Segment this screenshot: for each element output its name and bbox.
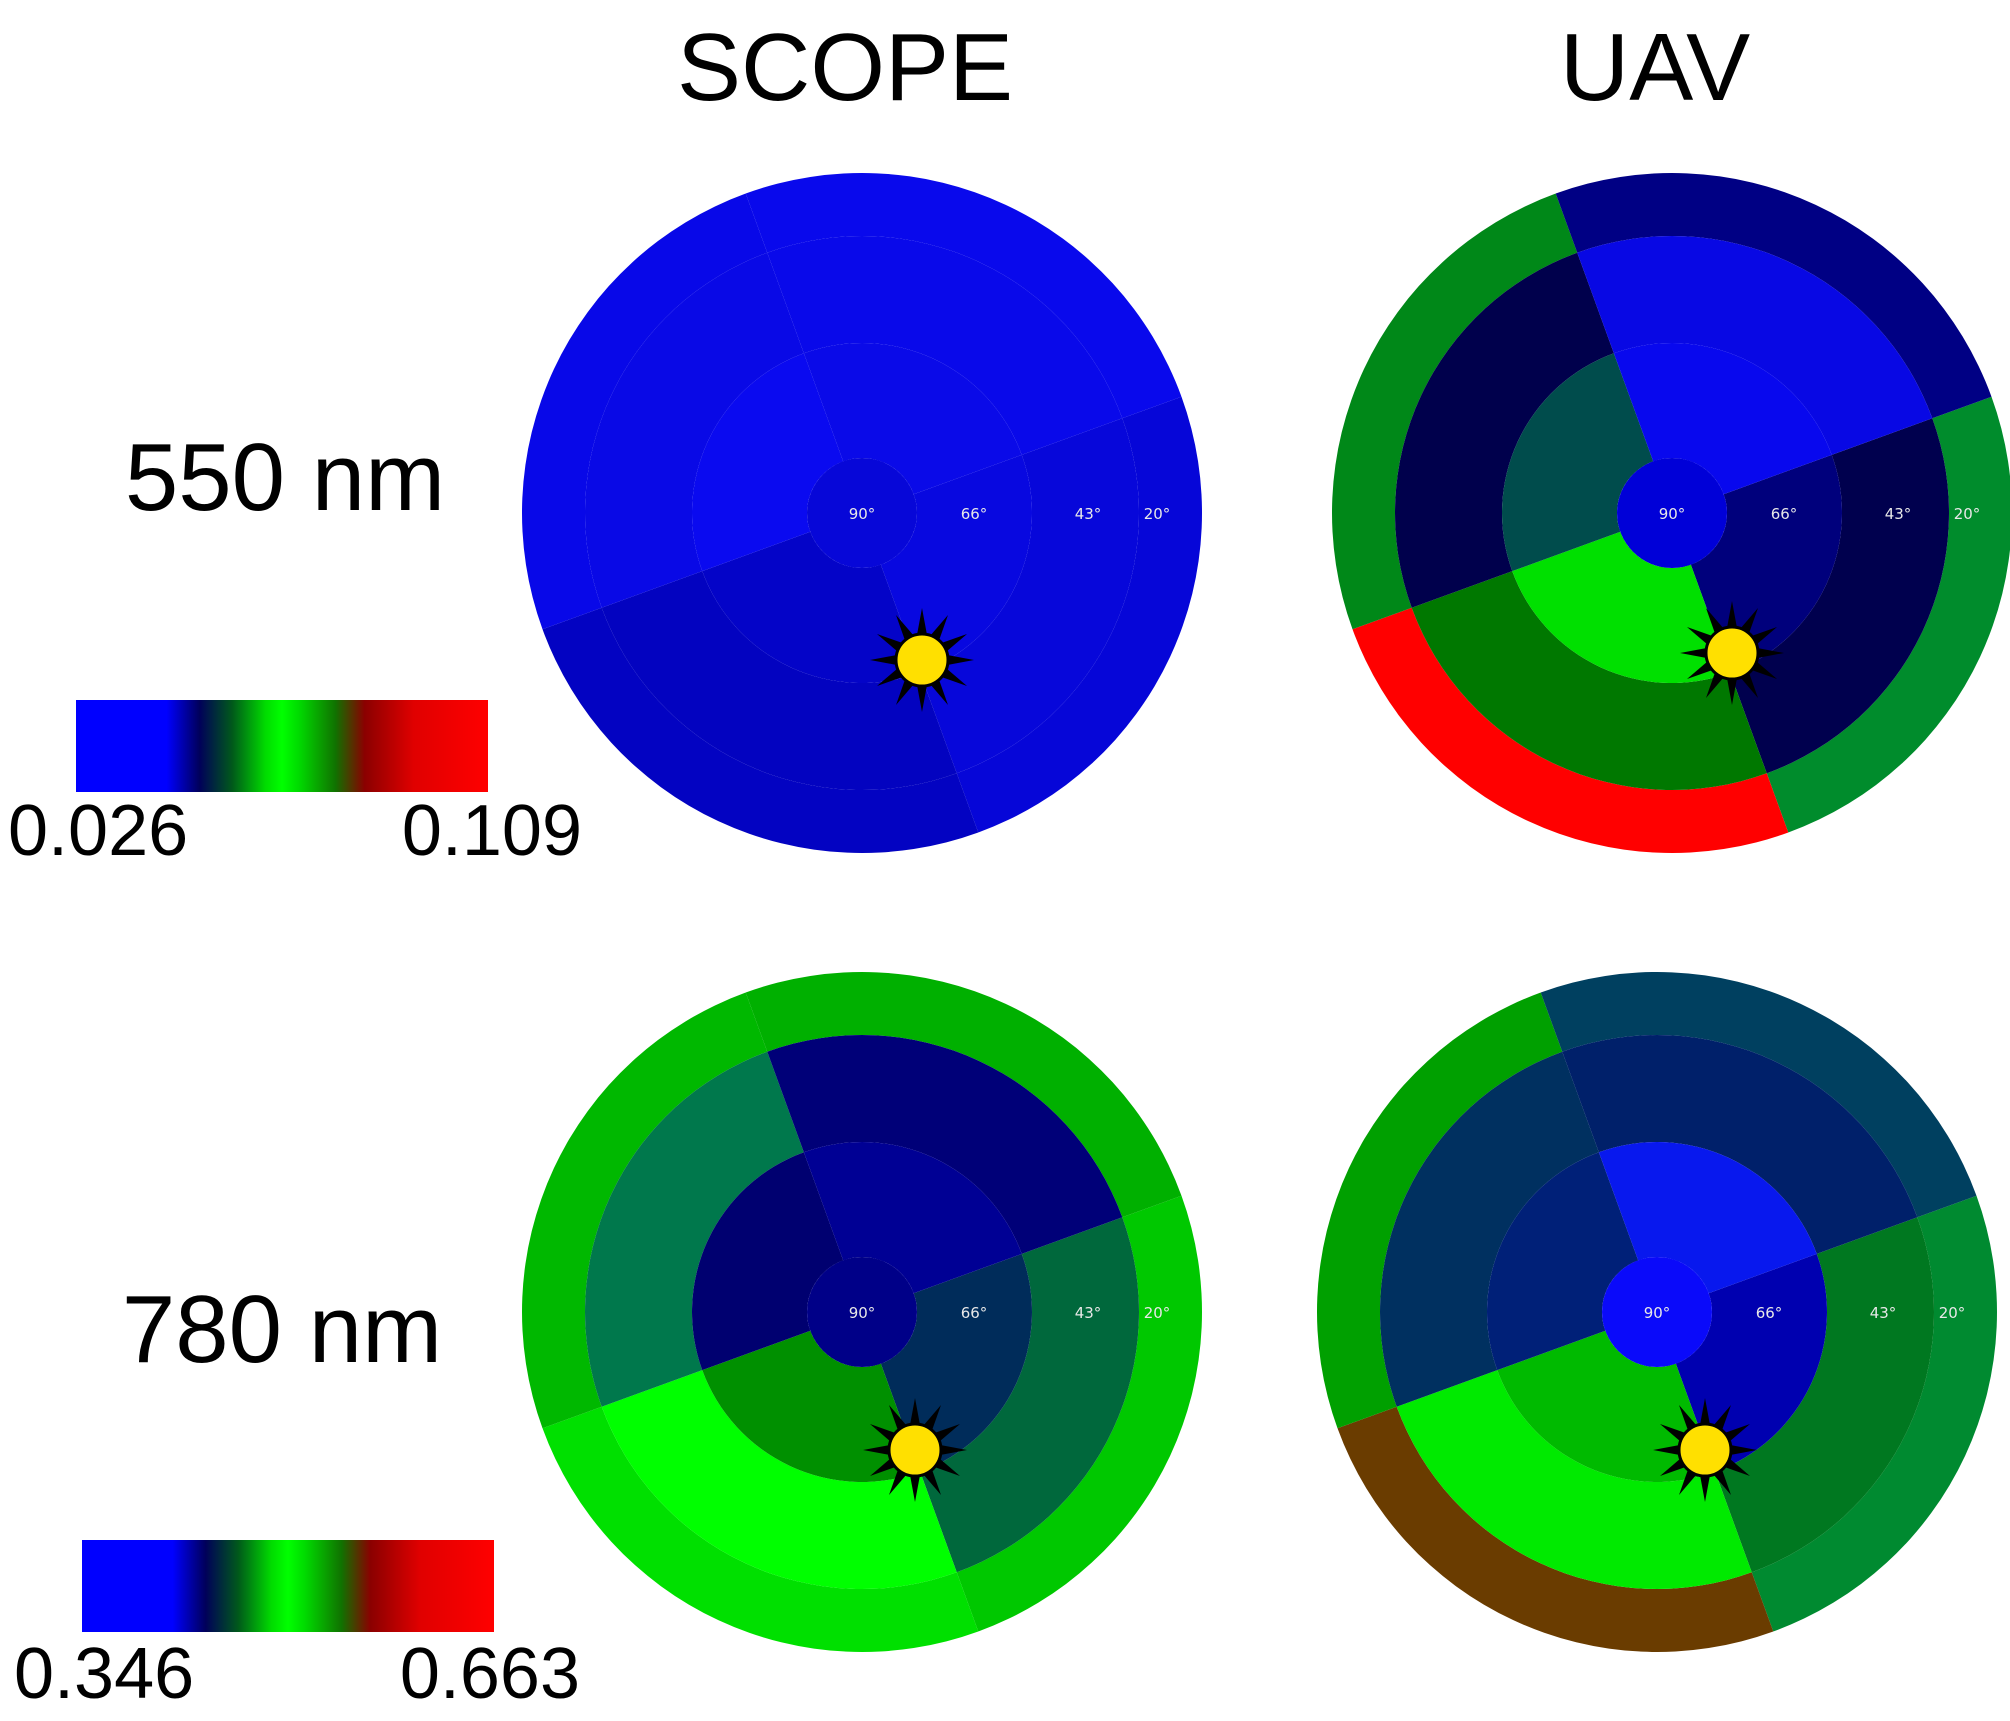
- ring-label: 90°: [1659, 505, 1686, 523]
- ring-1-sector-3: [803, 342, 1022, 495]
- ring-label: 90°: [1644, 1304, 1671, 1322]
- ring-2-sector-2: [1395, 252, 1614, 608]
- colorbar-max-label: 0.109: [402, 791, 582, 871]
- colorbar-gradient: [76, 700, 488, 792]
- ring-3-sector-0: [956, 1195, 1202, 1632]
- center-cell: [807, 1257, 917, 1367]
- ring-3-sector-2: [522, 193, 768, 630]
- ring-1-sector-1: [702, 531, 921, 684]
- sun-icon: [1653, 1398, 1757, 1502]
- sun-icon: [870, 608, 974, 712]
- ring-label: 66°: [961, 505, 988, 523]
- row-label-780nm: 780 nm: [122, 1276, 442, 1383]
- ring-label: 20°: [1939, 1304, 1966, 1322]
- ring-2-sector-3: [767, 236, 1123, 455]
- ring-2-sector-1: [601, 571, 957, 790]
- polar-plot-scope-550nm: 90° 66° 43° 20°: [522, 173, 1202, 853]
- ring-3-sector-1: [1337, 1406, 1774, 1652]
- colorbar-min-label: 0.026: [8, 791, 188, 871]
- ring-3-sector-0: [956, 396, 1202, 833]
- ring-2-sector-0: [1715, 1217, 1934, 1573]
- ring-2-sector-1: [1411, 571, 1767, 790]
- ring-label: 66°: [1756, 1304, 1783, 1322]
- polar-plot-uav-550nm: 90° 66° 43° 20°: [1332, 173, 2010, 853]
- ring-2-sector-1: [1396, 1370, 1752, 1589]
- ring-1-sector-0: [880, 454, 1032, 673]
- ring-label: 90°: [849, 505, 876, 523]
- center-cell: [807, 458, 917, 568]
- ring-1-sector-0: [1675, 1253, 1828, 1472]
- ring-1-sector-0: [1690, 454, 1842, 673]
- ring-3-sector-0: [1751, 1195, 1997, 1632]
- ring-label: 43°: [1075, 505, 1102, 523]
- sun-icon: [1680, 601, 1784, 705]
- ring-2-sector-0: [1730, 418, 1949, 774]
- ring-3-sector-3: [1555, 173, 1992, 419]
- ring-3-sector-2: [1317, 992, 1563, 1429]
- ring-1-sector-0: [880, 1253, 1032, 1472]
- ring-label: 66°: [1771, 505, 1798, 523]
- ring-3-sector-3: [745, 173, 1182, 419]
- ring-1-sector-3: [803, 1141, 1022, 1294]
- ring-1-sector-2: [1501, 353, 1654, 572]
- ring-3-sector-3: [1540, 972, 1977, 1218]
- ring-3-sector-1: [1352, 607, 1789, 853]
- colorbar-max-label: 0.663: [400, 1634, 580, 1714]
- ring-label: 20°: [1954, 505, 1981, 523]
- ring-3-sector-2: [1332, 193, 1578, 630]
- ring-2-sector-3: [767, 1035, 1123, 1254]
- colorbar-min-label: 0.346: [14, 1634, 194, 1714]
- ring-label: 20°: [1144, 505, 1171, 523]
- colorbar-gradient: [82, 1540, 494, 1632]
- ring-label: 43°: [1870, 1304, 1897, 1322]
- ring-label: 43°: [1075, 1304, 1102, 1322]
- ring-2-sector-3: [1562, 1035, 1918, 1254]
- ring-2-sector-2: [585, 252, 804, 608]
- row-label-550nm: 550 nm: [125, 424, 445, 531]
- ring-3-sector-0: [1766, 396, 2010, 833]
- ring-2-sector-0: [920, 1217, 1139, 1573]
- column-title-scope: SCOPE: [677, 14, 1013, 121]
- ring-label: 66°: [961, 1304, 988, 1322]
- polar-plots: 90° 66° 43° 20° 90° 66° 43° 20° 90° 66° 43° 20° 90° 6…: [522, 173, 2010, 1652]
- ring-2-sector-0: [920, 418, 1139, 774]
- ring-3-sector-2: [522, 992, 768, 1429]
- ring-label: 20°: [1144, 1304, 1171, 1322]
- ring-label: 43°: [1885, 505, 1912, 523]
- center-cell: [1602, 1257, 1712, 1367]
- center-cell: [1617, 458, 1727, 568]
- ring-1-sector-2: [691, 1152, 844, 1371]
- ring-3-sector-3: [745, 972, 1182, 1218]
- ring-2-sector-3: [1577, 236, 1933, 455]
- ring-1-sector-1: [1497, 1330, 1716, 1482]
- ring-label: 90°: [849, 1304, 876, 1322]
- polar-plot-scope-780nm: 90° 66° 43° 20°: [522, 972, 1202, 1652]
- column-title-uav: UAV: [1560, 14, 1750, 121]
- colorbar-550nm: 0.026 0.109: [8, 700, 582, 871]
- ring-3-sector-1: [542, 607, 979, 853]
- ring-1-sector-3: [1598, 1142, 1817, 1294]
- ring-1-sector-2: [692, 353, 844, 572]
- ring-2-sector-2: [1380, 1051, 1599, 1407]
- ring-2-sector-2: [585, 1051, 804, 1407]
- ring-1-sector-1: [1512, 531, 1731, 684]
- polar-plot-uav-780nm: 90° 66° 43° 20°: [1317, 972, 1997, 1652]
- ring-3-sector-1: [542, 1406, 979, 1652]
- ring-1-sector-1: [702, 1330, 921, 1483]
- sun-icon: [863, 1398, 967, 1502]
- ring-2-sector-1: [601, 1370, 957, 1589]
- ring-1-sector-2: [1486, 1152, 1639, 1371]
- ring-1-sector-3: [1613, 342, 1832, 495]
- colorbar-780nm: 0.346 0.663: [14, 1540, 580, 1714]
